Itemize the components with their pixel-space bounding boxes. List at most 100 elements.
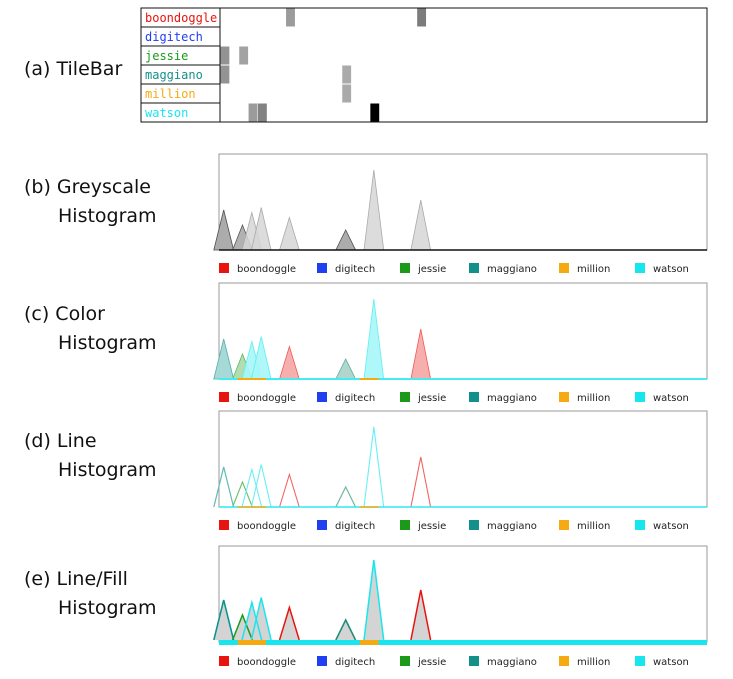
legend-swatch	[400, 656, 410, 666]
linefill-peak-line	[335, 618, 357, 641]
tilebar-tile	[257, 103, 267, 122]
line-histogram-frame	[218, 410, 708, 508]
linefill-peak-line	[363, 559, 385, 641]
linefill-peak-line	[250, 597, 272, 641]
panel-label-d: Histogram	[58, 459, 157, 481]
legend-label: boondoggle	[237, 393, 296, 404]
legend-swatch	[635, 520, 645, 530]
tilebar-term-label: boondoggle	[145, 11, 217, 25]
panel-label-e: Histogram	[58, 597, 157, 619]
tilebar-tile	[286, 8, 295, 27]
panel-label-b: (b) Greyscale	[24, 176, 151, 198]
tilebar-term-label: jessie	[145, 49, 188, 63]
linefill-peak-fill	[363, 560, 384, 640]
legend-swatch	[469, 656, 479, 666]
legend-swatch	[317, 520, 327, 530]
legend-label: digitech	[335, 521, 375, 532]
legend-label: jessie	[417, 264, 446, 275]
legend-swatch	[469, 520, 479, 530]
legend-swatch	[559, 656, 569, 666]
line-peak	[250, 464, 272, 508]
tilebar-tile	[370, 103, 380, 122]
panel-label-b: Histogram	[58, 205, 157, 227]
tilebar-tile	[417, 8, 427, 27]
legend-label: digitech	[335, 393, 375, 404]
legend-swatch	[635, 656, 645, 666]
color-histogram: boondoggle digitech jessie maggiano million w…	[213, 282, 708, 404]
line-peak	[410, 456, 432, 508]
legend-label: million	[577, 264, 610, 275]
tilebar-tile	[342, 84, 352, 103]
tilebar-tile	[239, 46, 249, 65]
legend-label: maggiano	[487, 657, 537, 668]
line-peak	[335, 485, 357, 508]
tilebar-tile	[220, 46, 230, 65]
tilebar: boondoggle digitech jessie maggiano million w…	[140, 7, 708, 123]
linefill-histogram: boondoggle digitech jessie maggiano million w…	[213, 545, 708, 668]
tilebar-tile	[248, 103, 258, 122]
panel-label-d: (d) Line	[24, 430, 97, 452]
legend-label: million	[577, 393, 610, 404]
legend-swatch	[635, 263, 645, 273]
legend-swatch	[219, 392, 229, 402]
legend-swatch	[559, 263, 569, 273]
legend-swatch	[219, 656, 229, 666]
linefill-peak-line	[213, 599, 235, 641]
panel-label-c: (c) Color	[24, 303, 105, 325]
legend-swatch	[400, 392, 410, 402]
legend-label: maggiano	[487, 393, 537, 404]
legend-label: jessie	[417, 657, 446, 668]
linefill-baseline-range	[359, 640, 379, 645]
tilebar-term-label: maggiano	[145, 68, 203, 82]
linefill-baseline-range	[237, 640, 266, 645]
legend-swatch	[635, 392, 645, 402]
panel-label-e: (e) Line/Fill	[24, 568, 128, 590]
legend-swatch	[317, 656, 327, 666]
legend-label: maggiano	[487, 264, 537, 275]
line-peak	[279, 472, 300, 508]
linefill-histogram-frame	[218, 545, 708, 643]
linefill-baseline	[219, 640, 707, 645]
linefill-peak-line	[410, 589, 432, 641]
legend-label: watson	[653, 657, 689, 668]
panel-label-c: Histogram	[58, 332, 157, 354]
line-peak	[363, 426, 385, 508]
tilebar-tile	[342, 65, 352, 84]
legend-label: maggiano	[487, 521, 537, 532]
legend-label: million	[577, 521, 610, 532]
line-peak	[232, 480, 253, 508]
legend-label: jessie	[417, 521, 446, 532]
legend-label: boondoggle	[237, 521, 296, 532]
tilebar-term-label: digitech	[145, 30, 203, 44]
legend-label: million	[577, 657, 610, 668]
linefill-peak-fill	[335, 620, 356, 640]
linefill-peak-line	[278, 604, 300, 641]
greyscale-histogram-frame	[218, 153, 708, 251]
legend-label: boondoggle	[237, 264, 296, 275]
color-histogram-frame	[218, 282, 708, 380]
legend-label: jessie	[417, 393, 446, 404]
legend-swatch	[317, 263, 327, 273]
legend-label: watson	[653, 264, 689, 275]
legend-swatch	[559, 520, 569, 530]
legend-label: boondoggle	[237, 657, 296, 668]
greyscale-histogram: boondoggle digitech jessie maggiano million w…	[213, 153, 708, 275]
panel-label-a: (a) TileBar	[24, 58, 122, 80]
legend-swatch	[469, 392, 479, 402]
linefill-peak-fill	[213, 600, 234, 640]
linefill-peak-line	[231, 612, 254, 641]
legend-swatch	[469, 263, 479, 273]
line-peak	[213, 466, 235, 508]
legend-swatch	[219, 263, 229, 273]
legend-swatch	[317, 392, 327, 402]
line-peak	[241, 467, 263, 508]
tilebar-term-label: watson	[145, 106, 188, 120]
legend-label: digitech	[335, 657, 375, 668]
legend-swatch	[400, 520, 410, 530]
linefill-peak-fill	[279, 607, 300, 640]
legend-swatch	[400, 263, 410, 273]
linefill-peak-line	[241, 599, 263, 641]
legend-swatch	[559, 392, 569, 402]
legend-swatch	[219, 520, 229, 530]
